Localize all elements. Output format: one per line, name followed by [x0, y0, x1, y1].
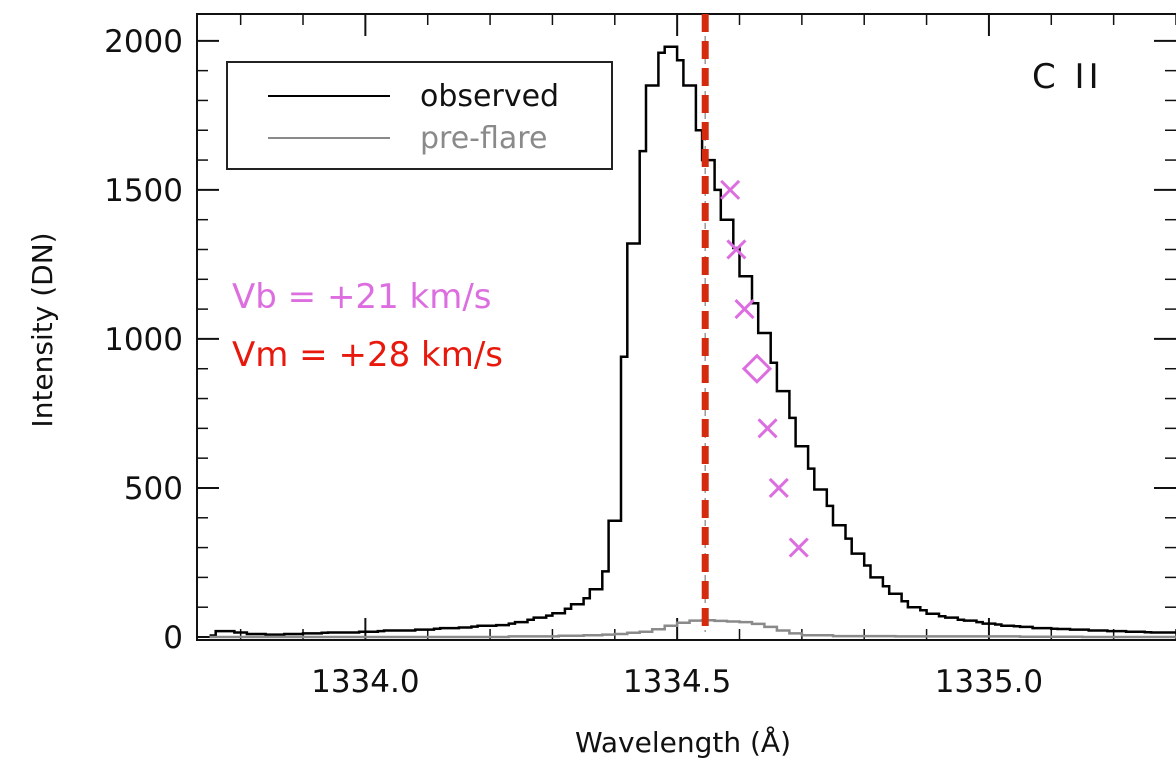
- x-marker-stroke: [757, 418, 778, 439]
- y-axis-title: Intensity (DN): [26, 232, 59, 427]
- y-tick-label: 1000: [104, 322, 183, 358]
- bisector-diamond-marker: [741, 353, 773, 384]
- bisector-x-marker: [734, 299, 755, 320]
- x-tick-label: 1334.0: [311, 664, 419, 700]
- plot-frame: [196, 13, 1176, 641]
- x-marker-stroke: [768, 477, 789, 499]
- x-tick-label: 1334.5: [623, 664, 731, 700]
- legend: observed pre-flare: [226, 61, 613, 170]
- y-tick-label: 0: [163, 620, 183, 656]
- legend-label-pre-flare: pre-flare: [420, 121, 547, 156]
- x-marker-stroke: [788, 537, 809, 558]
- x-axis: 1334.0 1334.5 1335.0: [239, 14, 1176, 700]
- x-marker-stroke: [726, 239, 747, 260]
- bisector-x-marker: [720, 179, 741, 200]
- legend-label-observed: observed: [420, 79, 559, 114]
- line-label: C II: [1032, 57, 1103, 97]
- y-tick-label: 1500: [104, 173, 183, 209]
- vb-annotation: Vb = +21 km/s: [232, 277, 491, 317]
- bisector-x-marker: [768, 477, 789, 499]
- x-axis-title: Wavelength (Å): [575, 725, 791, 759]
- x-tick-label: 1335.0: [935, 664, 1043, 700]
- bisector-x-marker: [788, 537, 809, 558]
- plot-border: [196, 13, 1176, 641]
- bisector-x-marker: [726, 239, 747, 260]
- y-tick-label: 2000: [104, 24, 183, 60]
- legend-box: [226, 61, 613, 170]
- y-tick-label: 500: [124, 471, 183, 507]
- x-marker-stroke: [734, 299, 755, 320]
- x-marker-stroke: [720, 179, 741, 200]
- vm-annotation: Vm = +28 km/s: [232, 335, 503, 375]
- bisector-markers: [720, 179, 809, 558]
- y-axis: 0 500 1000 1500 2000: [104, 24, 1176, 656]
- bisector-x-marker: [757, 418, 778, 439]
